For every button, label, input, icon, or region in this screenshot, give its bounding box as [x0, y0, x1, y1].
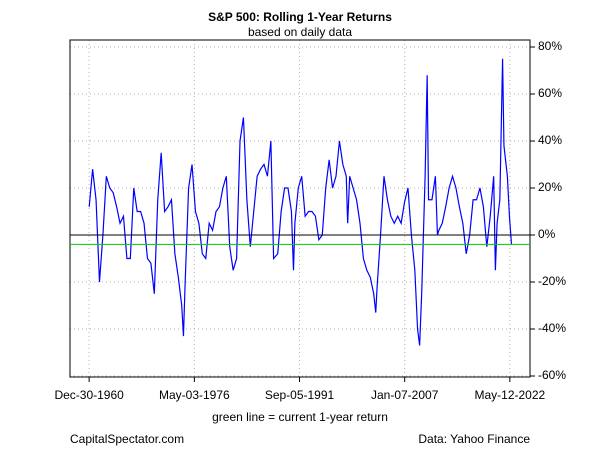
x-tick-label: Sep-05-1991 [265, 388, 335, 402]
data-note: Data: Yahoo Finance [418, 432, 530, 446]
y-tick-label: 60% [538, 86, 562, 100]
x-tick-label: Dec-30-1960 [54, 388, 124, 402]
y-tick-label: 40% [538, 133, 562, 147]
y-tick-label: -20% [538, 274, 566, 288]
y-tick-label: -60% [538, 368, 566, 382]
chart-title: S&P 500: Rolling 1-Year Returns [208, 10, 392, 24]
source-note: CapitalSpectator.com [70, 432, 184, 446]
x-tick-label: Jan-07-2007 [371, 388, 439, 402]
y-tick-label: 0% [538, 227, 556, 241]
y-tick-label: 20% [538, 180, 562, 194]
x-axis-label: green line = current 1-year return [212, 410, 388, 424]
return-line [88, 58, 513, 346]
x-tick-label: May-12-2022 [474, 388, 545, 402]
chart-subtitle: based on daily data [248, 25, 352, 39]
y-tick-label: -40% [538, 321, 566, 335]
y-tick-label: 80% [538, 39, 562, 53]
x-tick-label: May-03-1976 [159, 388, 230, 402]
plot-frame [69, 39, 531, 378]
